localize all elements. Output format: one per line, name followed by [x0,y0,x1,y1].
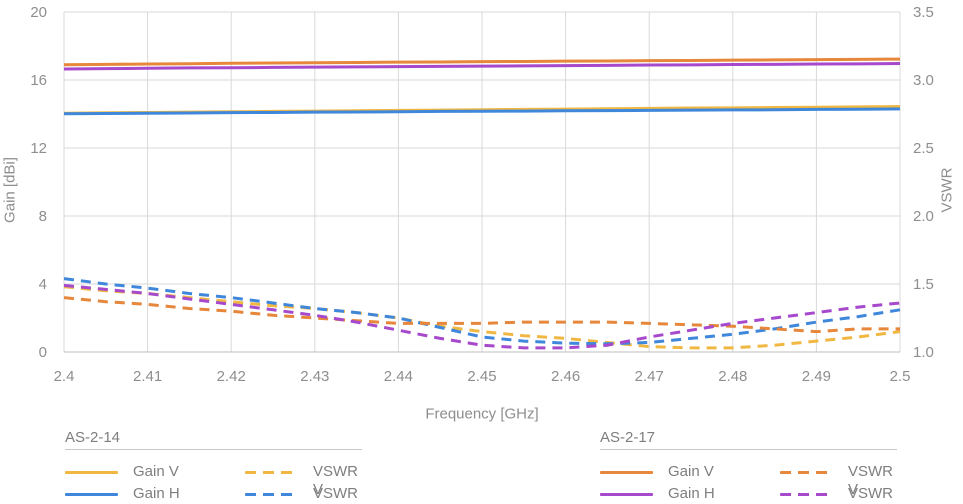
x-tick-label: 2.43 [300,368,329,385]
gain-v-line-swatch [600,470,653,474]
legend-item-label: VSWR V [848,463,893,498]
series-as-2-17-vswr-h [63,283,901,350]
legend-item-label: Gain V [133,463,179,480]
series-as-2-14-gain-h [63,107,901,116]
x-tick-label: 2.45 [467,368,496,385]
x-tick-label: 2.4 [54,368,75,385]
series-as-2-14-vswr-h [63,277,901,346]
x-tick-label: 2.46 [551,368,580,385]
y-right-tick-label: 1.0 [913,344,934,361]
x-tick-label: 2.42 [217,368,246,385]
legend-item-label: Gain H [668,485,715,502]
series-as-2-17-gain-h [63,62,901,71]
legend-item-label: Gain V [668,463,714,480]
y-left-tick-label: 0 [39,344,47,361]
legend-items: Gain V VSWR V Gain H VSWR H [65,463,362,504]
y-left-tick-label: 8 [39,208,47,225]
legend-group-title: AS-2-14 [65,429,121,446]
series-as-2-17-gain-v [63,57,901,67]
vswr-h-line-swatch [245,492,298,496]
legend-item-label: VSWR H [848,485,893,504]
legend-item-label: Gain H [133,485,180,502]
x-tick-label: 2.44 [384,368,413,385]
x-tick-label: 2.41 [133,368,162,385]
plot-area: 20 16 12 8 4 0 3.5 3.0 2.5 2.0 1.5 1.0 2.4 2.41 2.42 2.… [30,4,934,385]
legend-divider [600,449,897,450]
legend-divider [65,449,362,450]
y-left-tick-label: 4 [39,276,47,293]
y-right-axis-title: VSWR [938,167,956,213]
legend-item-label: VSWR H [313,485,358,504]
x-tick-label: 2.49 [802,368,831,385]
vswr-v-line-swatch [245,470,298,474]
legend-group-as-2-17: AS-2-17 Gain V VSWR V Gain H VSWR H [600,429,897,504]
y-right-tick-label: 2.5 [913,140,934,157]
series-as-2-17-vswr-v [63,296,900,334]
x-tick-label: 2.47 [635,368,664,385]
y-left-axis-title: Gain [dBi] [1,157,19,223]
y-right-tick-label: 2.0 [913,208,934,225]
legend-group-title: AS-2-17 [600,429,656,446]
y-left-tick-label: 16 [30,72,47,89]
y-left-tick-label: 12 [30,140,47,157]
legend-items: Gain V VSWR V Gain H VSWR H [600,463,897,504]
gain-h-line-swatch [65,492,118,496]
x-axis-title: Frequency [GHz] [425,405,539,423]
legend-group-as-2-14: AS-2-14 Gain V VSWR V Gain H VSWR H [65,429,362,504]
y-right-tick-label: 3.5 [913,4,934,21]
y-right-tick-label: 1.5 [913,276,934,293]
series-as-2-14-vswr-v [63,285,901,350]
legend-item-label: VSWR V [313,463,358,498]
vswr-v-line-swatch [780,470,833,474]
gain-h-line-swatch [600,492,653,496]
y-left-tick-label: 20 [30,4,47,21]
y-right-tick-label: 3.0 [913,72,934,89]
x-tick-label: 2.5 [890,368,911,385]
gain-v-line-swatch [65,470,118,474]
x-tick-label: 2.48 [718,368,747,385]
vswr-h-line-swatch [780,492,833,496]
